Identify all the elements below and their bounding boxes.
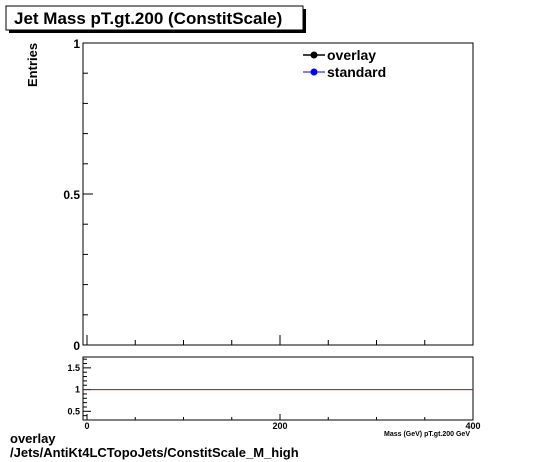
main-plot-frame xyxy=(82,42,474,346)
legend: overlay standard xyxy=(303,47,386,80)
x-axis-ticks: 0 200 400 xyxy=(84,414,481,431)
y-axis-label: Entries xyxy=(25,43,40,87)
ratio-axis-ticks: 0.5 1 1.5 xyxy=(67,358,91,416)
y-tick-label: 1 xyxy=(73,37,80,51)
x-axis-label: Mass (GeV) pT.gt.200 GeV xyxy=(384,431,470,438)
x-tick-label: 200 xyxy=(272,421,287,431)
title-box: Jet Mass pT.gt.200 (ConstitScale) xyxy=(5,5,306,33)
x-tick-label: 400 xyxy=(465,421,480,431)
legend-label-standard: standard xyxy=(327,64,386,80)
y-tick-label: 0 xyxy=(73,339,80,353)
legend-label-overlay: overlay xyxy=(327,47,376,63)
ratio-y-tick-label: 1.5 xyxy=(67,363,80,373)
x-tick-label: 0 xyxy=(84,421,89,431)
legend-marker-overlay xyxy=(310,51,318,59)
footer-line-2: /Jets/AntiKt4LCTopoJets/ConstitScale_M_h… xyxy=(10,445,299,460)
legend-marker-standard xyxy=(310,68,318,76)
main-axis-ticks: 00.51 xyxy=(63,37,474,353)
ratio-y-tick-label: 1 xyxy=(75,385,80,395)
ratio-plot-frame xyxy=(82,356,474,421)
chart-title: Jet Mass pT.gt.200 (ConstitScale) xyxy=(14,9,282,28)
title-box-frame xyxy=(5,5,304,31)
legend-entry-standard: standard xyxy=(303,64,386,80)
footer-line-1: overlay xyxy=(10,431,56,446)
y-tick-label: 0.5 xyxy=(63,188,80,202)
legend-entry-overlay: overlay xyxy=(303,47,376,63)
ratio-y-tick-label: 0.5 xyxy=(67,406,80,416)
